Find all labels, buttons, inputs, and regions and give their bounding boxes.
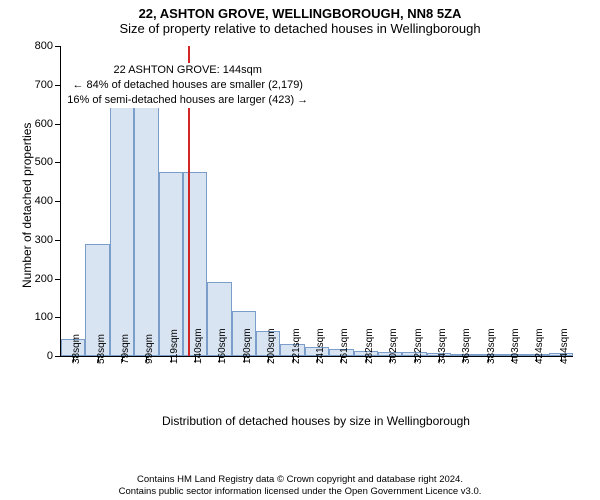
plot-region: 010020030040050060070080038sqm58sqm79sqm… [60,46,573,357]
annotation-line-1: 22 ASHTON GROVE: 144sqm [67,63,308,78]
x-tick-label: 383sqm [486,328,497,364]
annotation-line-2: ← 84% of detached houses are smaller (2,… [67,78,308,93]
x-tick-label: 58sqm [96,334,107,364]
page-title-2: Size of property relative to detached ho… [0,21,600,38]
attribution-footer: Contains HM Land Registry data © Crown c… [0,474,600,498]
y-tick-label: 200 [35,273,53,285]
y-axis-label: Number of detached properties [20,122,34,287]
x-tick-label: 99sqm [144,334,155,364]
page-title-1: 22, ASHTON GROVE, WELLINGBOROUGH, NN8 5Z… [0,0,600,21]
x-tick-label: 444sqm [559,328,570,364]
y-tick-label: 300 [35,234,53,246]
histogram-bar [134,96,158,356]
x-tick-label: 119sqm [169,329,180,364]
y-tick [55,317,61,318]
x-tick-label: 282sqm [364,328,375,364]
y-tick [55,162,61,163]
y-tick-label: 500 [35,156,53,168]
y-tick-label: 600 [35,118,53,130]
y-tick-label: 100 [35,311,53,323]
y-tick-label: 700 [35,79,53,91]
y-tick [55,279,61,280]
x-tick-label: 261sqm [339,328,350,364]
x-tick-label: 322sqm [413,328,424,364]
x-tick-label: 363sqm [461,328,472,364]
footer-line-2: Contains public sector information licen… [0,486,600,498]
footer-line-1: Contains HM Land Registry data © Crown c… [0,474,600,486]
y-tick [55,124,61,125]
x-tick-label: 221sqm [291,328,302,364]
x-tick-label: 403sqm [510,328,521,364]
annotation-box: 22 ASHTON GROVE: 144sqm← 84% of detached… [65,63,310,108]
x-tick-label: 79sqm [120,334,131,364]
x-tick-label: 424sqm [534,328,545,364]
annotation-line-3: 16% of semi-detached houses are larger (… [67,93,308,108]
y-tick-label: 800 [35,40,53,52]
y-tick [55,85,61,86]
y-tick-label: 400 [35,195,53,207]
x-tick-label: 140sqm [193,328,204,364]
y-tick [55,201,61,202]
chart-area: 0 100 200 300 400 500 600 700 800 38sqm 58sqm 79sqm… [0,40,600,440]
x-axis-label: Distribution of detached houses by size … [162,414,470,428]
x-tick-label: 200sqm [266,328,277,364]
x-tick-label: 38sqm [71,334,82,364]
y-tick [55,46,61,47]
histogram-bar [110,100,134,356]
x-tick-label: 302sqm [388,328,399,364]
x-tick-label: 180sqm [242,328,253,364]
x-tick-label: 160sqm [217,328,228,364]
x-tick-label: 343sqm [437,328,448,364]
y-tick [55,240,61,241]
y-tick-label: 0 [47,350,53,362]
y-tick [55,356,61,357]
x-tick-label: 241sqm [315,328,326,364]
